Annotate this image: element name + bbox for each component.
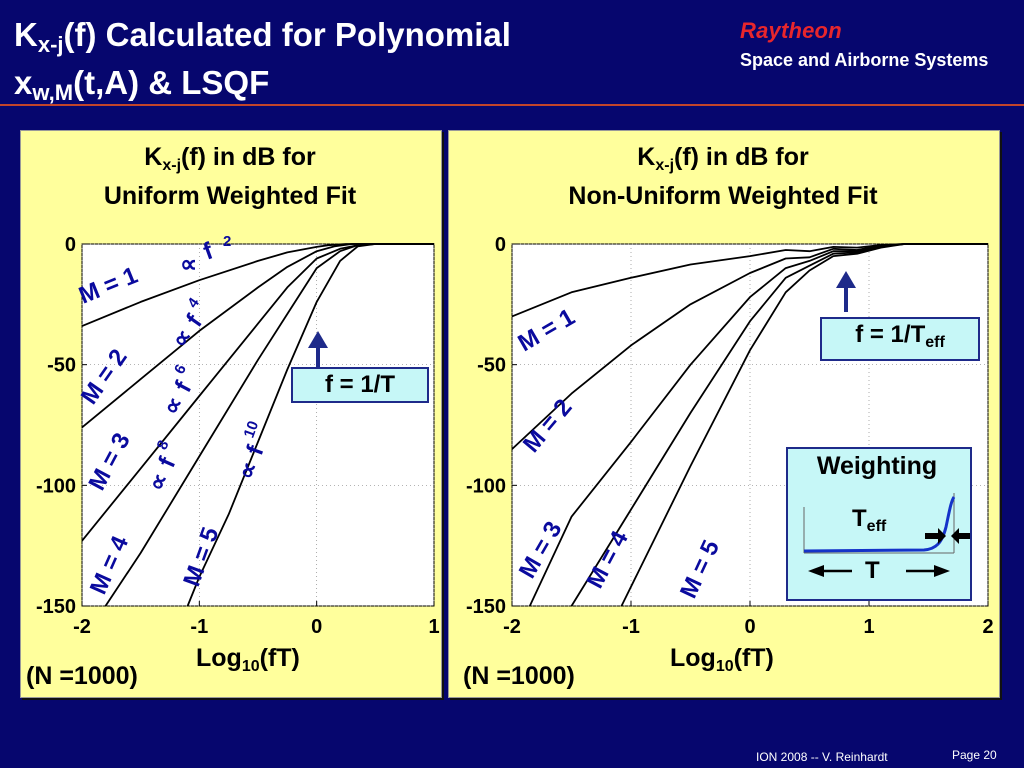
svg-text:∝: ∝: [143, 469, 175, 496]
svg-text:f: f: [241, 441, 269, 459]
svg-text:∝: ∝: [180, 251, 197, 278]
right-xtick-label-0: -2: [503, 616, 521, 638]
svg-text:f: f: [181, 309, 208, 332]
left-ytick-label-2: -100: [36, 475, 76, 497]
left-chart-title: Kx-j(f) in dB for Uniform Weighted Fit: [103, 143, 357, 210]
right-series-2: [511, 243, 988, 450]
right-label-m5: M = 5: [675, 536, 725, 602]
footer-conference: ION 2008 -- V. Reinhardt: [756, 750, 888, 764]
division-name: Space and Airborne Systems: [740, 50, 989, 70]
right-xtick-label-2: 0: [744, 616, 755, 638]
left-chart-annotations: M = 1 M = 2 M = 3 M = 4 M = 5 ∝ f 2 ∝ f …: [75, 233, 328, 598]
svg-text:f: f: [153, 452, 181, 471]
t-label: T: [865, 557, 880, 584]
right-ytick-label-2: -100: [466, 475, 506, 497]
left-x-axis-label: Log10(fT): [196, 644, 300, 675]
prop-label-f10: ∝ f 10: [233, 419, 270, 484]
left-arrow-up: [308, 331, 328, 372]
footer-page-number: Page 20: [952, 748, 997, 762]
weighting-curve: [803, 496, 956, 553]
left-ytick-label-3: -150: [36, 596, 76, 618]
left-series-5: [186, 243, 434, 607]
svg-text:8: 8: [154, 438, 173, 453]
svg-text:f: f: [200, 237, 218, 265]
left-ytick-label-0: 0: [65, 234, 76, 256]
left-xtick-label-0: -2: [73, 616, 91, 638]
right-series-5: [620, 243, 988, 607]
svg-text:f: f: [170, 376, 198, 397]
header-divider: [0, 104, 1024, 106]
left-plot: -2 -1 0 10-50-100-150: [36, 234, 440, 638]
slide-title: Kx-j(f) Calculated for Polynomial xw,M(t…: [14, 16, 511, 112]
raytheon-logo: Raytheon: [740, 18, 842, 43]
left-label-m4: M = 4: [85, 531, 135, 598]
svg-text:∝: ∝: [157, 392, 189, 420]
right-arrow-up: [836, 271, 856, 312]
left-callout-f-1-T: f = 1/T: [291, 367, 429, 403]
right-ytick-label-3: -150: [466, 596, 506, 618]
slide-title-line1: Kx-j(f) Calculated for Polynomial: [14, 16, 511, 57]
right-chart-annotations: M = 1 M = 2 M = 3 M = 4 M = 5: [514, 271, 856, 603]
right-xtick-label-1: -1: [622, 616, 640, 638]
svg-text:∝: ∝: [233, 458, 264, 483]
weighting-inset: [786, 447, 972, 601]
right-ytick-label-0: 0: [495, 234, 506, 256]
teff-label: Teff: [852, 505, 887, 535]
weighting-title: Weighting: [816, 452, 938, 480]
svg-text:∝: ∝: [166, 324, 198, 354]
right-ytick-label-1: -50: [477, 355, 506, 377]
slide-title-line2: xw,M(t,A) & LSQF: [14, 64, 270, 105]
right-xtick-label-3: 1: [863, 616, 874, 638]
left-label-m2: M = 2: [76, 344, 133, 409]
right-xtick-label-4: 2: [982, 616, 993, 638]
right-sample-count: (N =1000): [463, 662, 575, 690]
left-label-m3: M = 3: [83, 429, 135, 495]
prop-label-f8: ∝ f 8: [143, 438, 182, 496]
left-xtick-label-1: -1: [190, 616, 208, 638]
left-sample-count: (N =1000): [26, 662, 138, 690]
weighting-diagram: [803, 493, 970, 577]
prop-label-f2: ∝ f 2: [180, 233, 231, 278]
left-label-m1: M = 1: [75, 262, 141, 310]
right-label-m2: M = 2: [518, 394, 578, 458]
svg-text:4: 4: [184, 294, 203, 311]
svg-text:10: 10: [241, 419, 263, 440]
right-callout-f-1-Teff: f = 1/Teff: [820, 317, 980, 361]
prop-label-f6: ∝ f 6: [157, 362, 198, 420]
right-x-axis-label: Log10(fT): [670, 644, 774, 675]
svg-text:6: 6: [171, 362, 190, 377]
left-label-m5: M = 5: [178, 524, 224, 590]
right-label-m4: M = 4: [581, 526, 634, 593]
right-label-m1: M = 1: [514, 303, 580, 357]
left-xtick-label-2: 0: [311, 616, 322, 638]
left-xtick-label-3: 1: [428, 616, 439, 638]
right-chart-title: Kx-j(f) in dB for Non-Uniform Weighted F…: [568, 143, 878, 210]
prop-label-f4: ∝ f 4: [166, 294, 208, 354]
left-ytick-label-1: -50: [47, 355, 76, 377]
right-label-m3: M = 3: [514, 517, 568, 583]
svg-text:2: 2: [223, 233, 231, 250]
left-chart-svg: -2 -1 0 10-50-100-150: [36, 234, 440, 638]
